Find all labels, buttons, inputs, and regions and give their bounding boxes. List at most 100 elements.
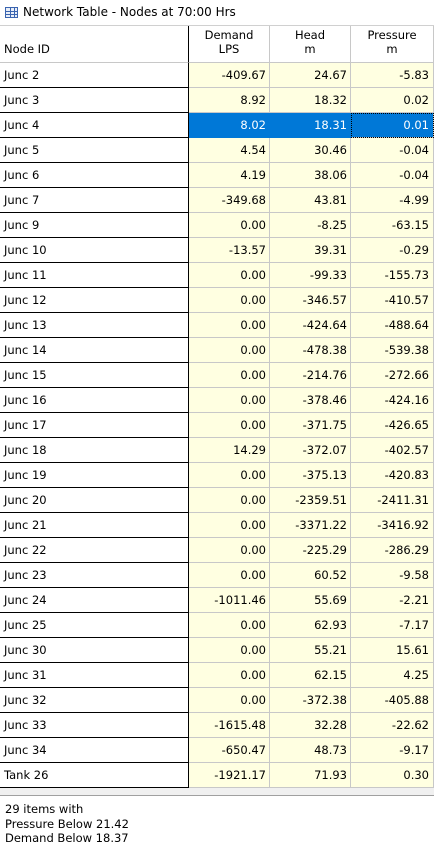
head-cell[interactable]: 38.06 <box>270 163 351 188</box>
table-row[interactable]: Junc 24 -1011.46 55.69 -2.21 <box>0 588 434 613</box>
demand-cell[interactable]: 0.00 <box>189 213 270 238</box>
node-id-cell[interactable]: Junc 34 <box>0 738 189 763</box>
head-cell[interactable]: 18.31 <box>270 113 351 138</box>
table-row[interactable]: Junc 31 0.00 62.15 4.25 <box>0 663 434 688</box>
demand-cell[interactable]: 0.00 <box>189 388 270 413</box>
table-row[interactable]: Junc 22 0.00 -225.29 -286.29 <box>0 538 434 563</box>
head-cell[interactable]: -3371.22 <box>270 513 351 538</box>
column-header-node-id[interactable]: Node ID <box>0 26 189 63</box>
head-cell[interactable]: -346.57 <box>270 288 351 313</box>
table-row[interactable]: Junc 12 0.00 -346.57 -410.57 <box>0 288 434 313</box>
demand-cell[interactable]: 0.00 <box>189 488 270 513</box>
table-row[interactable]: Junc 30 0.00 55.21 15.61 <box>0 638 434 663</box>
demand-cell[interactable]: 8.92 <box>189 88 270 113</box>
node-id-cell[interactable]: Junc 25 <box>0 613 189 638</box>
node-id-cell[interactable]: Tank 26 <box>0 763 189 788</box>
pressure-cell[interactable]: -0.04 <box>351 163 434 188</box>
table-row[interactable]: Junc 23 0.00 60.52 -9.58 <box>0 563 434 588</box>
node-id-cell[interactable]: Junc 4 <box>0 113 189 138</box>
demand-cell[interactable]: 0.00 <box>189 263 270 288</box>
pressure-cell[interactable]: -539.38 <box>351 338 434 363</box>
demand-cell[interactable]: 0.00 <box>189 288 270 313</box>
pressure-cell[interactable]: -2.21 <box>351 588 434 613</box>
node-id-cell[interactable]: Junc 12 <box>0 288 189 313</box>
table-row[interactable]: Junc 11 0.00 -99.33 -155.73 <box>0 263 434 288</box>
table-row[interactable]: Junc 32 0.00 -372.38 -405.88 <box>0 688 434 713</box>
head-cell[interactable]: 24.67 <box>270 63 351 88</box>
demand-cell[interactable]: -13.57 <box>189 238 270 263</box>
node-id-cell[interactable]: Junc 16 <box>0 388 189 413</box>
pressure-cell[interactable]: -5.83 <box>351 63 434 88</box>
table-row[interactable]: Junc 9 0.00 -8.25 -63.15 <box>0 213 434 238</box>
demand-cell[interactable]: -409.67 <box>189 63 270 88</box>
head-cell[interactable]: 32.28 <box>270 713 351 738</box>
splitter[interactable] <box>0 788 434 795</box>
demand-cell[interactable]: -349.68 <box>189 188 270 213</box>
pressure-cell[interactable]: -272.66 <box>351 363 434 388</box>
node-id-cell[interactable]: Junc 18 <box>0 438 189 463</box>
demand-cell[interactable]: 4.19 <box>189 163 270 188</box>
node-id-cell[interactable]: Junc 22 <box>0 538 189 563</box>
pressure-cell[interactable]: -426.65 <box>351 413 434 438</box>
pressure-cell[interactable]: 15.61 <box>351 638 434 663</box>
table-row[interactable]: Junc 15 0.00 -214.76 -272.66 <box>0 363 434 388</box>
node-id-cell[interactable]: Junc 21 <box>0 513 189 538</box>
pressure-cell[interactable]: -420.83 <box>351 463 434 488</box>
demand-cell[interactable]: 8.02 <box>189 113 270 138</box>
node-id-cell[interactable]: Junc 24 <box>0 588 189 613</box>
demand-cell[interactable]: 0.00 <box>189 613 270 638</box>
demand-cell[interactable]: -1615.48 <box>189 713 270 738</box>
table-row[interactable]: Junc 20 0.00 -2359.51 -2411.31 <box>0 488 434 513</box>
pressure-cell[interactable]: -488.64 <box>351 313 434 338</box>
pressure-cell[interactable]: -4.99 <box>351 188 434 213</box>
pressure-cell[interactable]: -405.88 <box>351 688 434 713</box>
demand-cell[interactable]: 0.00 <box>189 363 270 388</box>
head-cell[interactable]: 43.81 <box>270 188 351 213</box>
head-cell[interactable]: -225.29 <box>270 538 351 563</box>
column-header-head[interactable]: Head m <box>270 26 351 63</box>
node-id-cell[interactable]: Junc 30 <box>0 638 189 663</box>
node-id-cell[interactable]: Junc 19 <box>0 463 189 488</box>
head-cell[interactable]: -99.33 <box>270 263 351 288</box>
demand-cell[interactable]: 0.00 <box>189 638 270 663</box>
node-id-cell[interactable]: Junc 15 <box>0 363 189 388</box>
node-id-cell[interactable]: Junc 17 <box>0 413 189 438</box>
head-cell[interactable]: -478.38 <box>270 338 351 363</box>
pressure-cell[interactable]: -286.29 <box>351 538 434 563</box>
node-id-cell[interactable]: Junc 3 <box>0 88 189 113</box>
head-cell[interactable]: 71.93 <box>270 763 351 788</box>
table-row[interactable]: Junc 25 0.00 62.93 -7.17 <box>0 613 434 638</box>
pressure-cell[interactable]: -63.15 <box>351 213 434 238</box>
node-id-cell[interactable]: Junc 14 <box>0 338 189 363</box>
pressure-cell[interactable]: 4.25 <box>351 663 434 688</box>
head-cell[interactable]: -372.38 <box>270 688 351 713</box>
pressure-cell[interactable]: -0.29 <box>351 238 434 263</box>
head-cell[interactable]: 60.52 <box>270 563 351 588</box>
demand-cell[interactable]: 0.00 <box>189 688 270 713</box>
table-row[interactable]: Junc 3 8.92 18.32 0.02 <box>0 88 434 113</box>
node-id-cell[interactable]: Junc 6 <box>0 163 189 188</box>
node-id-cell[interactable]: Junc 9 <box>0 213 189 238</box>
demand-cell[interactable]: 4.54 <box>189 138 270 163</box>
table-row[interactable]: Junc 13 0.00 -424.64 -488.64 <box>0 313 434 338</box>
head-cell[interactable]: 39.31 <box>270 238 351 263</box>
node-id-cell[interactable]: Junc 13 <box>0 313 189 338</box>
table-row[interactable]: Junc 14 0.00 -478.38 -539.38 <box>0 338 434 363</box>
table-row[interactable]: Junc 21 0.00 -3371.22 -3416.92 <box>0 513 434 538</box>
node-id-cell[interactable]: Junc 5 <box>0 138 189 163</box>
node-id-cell[interactable]: Junc 2 <box>0 63 189 88</box>
demand-cell[interactable]: 0.00 <box>189 563 270 588</box>
title-bar[interactable]: Network Table - Nodes at 70:00 Hrs <box>0 0 434 26</box>
column-header-demand[interactable]: Demand LPS <box>189 26 270 63</box>
pressure-cell[interactable]: -0.04 <box>351 138 434 163</box>
head-cell[interactable]: 48.73 <box>270 738 351 763</box>
head-cell[interactable]: 62.93 <box>270 613 351 638</box>
pressure-cell[interactable]: 0.30 <box>351 763 434 788</box>
demand-cell[interactable]: -1011.46 <box>189 588 270 613</box>
pressure-cell[interactable]: -9.58 <box>351 563 434 588</box>
head-cell[interactable]: -371.75 <box>270 413 351 438</box>
demand-cell[interactable]: 0.00 <box>189 513 270 538</box>
table-row[interactable]: Tank 26 -1921.17 71.93 0.30 <box>0 763 434 788</box>
table-row[interactable]: Junc 19 0.00 -375.13 -420.83 <box>0 463 434 488</box>
head-cell[interactable]: -375.13 <box>270 463 351 488</box>
